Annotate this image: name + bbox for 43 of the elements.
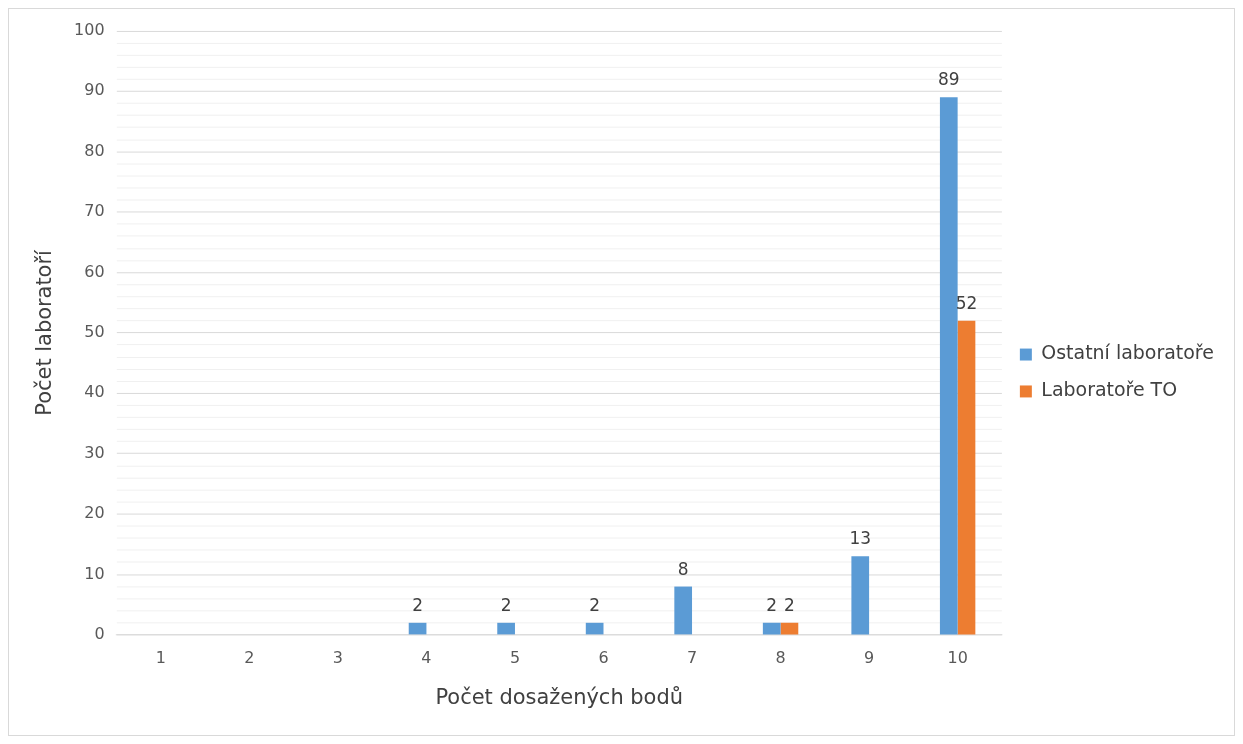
bar bbox=[957, 320, 976, 635]
x-tick-label: 3 bbox=[332, 647, 343, 667]
bar bbox=[674, 586, 693, 635]
legend-label: Ostatní laboratoře bbox=[1041, 341, 1214, 364]
data-label: 52 bbox=[955, 292, 978, 313]
data-label: 2 bbox=[500, 594, 512, 615]
y-tick-label: 90 bbox=[84, 80, 105, 100]
data-label: 2 bbox=[412, 594, 423, 615]
x-tick-label: 6 bbox=[598, 647, 609, 667]
y-tick-label: 50 bbox=[84, 322, 105, 342]
y-tick-label: 80 bbox=[84, 140, 105, 160]
bar bbox=[939, 97, 958, 635]
x-tick-label: 2 bbox=[244, 647, 255, 667]
x-tick-label: 7 bbox=[686, 647, 698, 667]
data-label: 8 bbox=[677, 558, 689, 579]
bar bbox=[780, 622, 799, 635]
legend-label: Laboratoře TO bbox=[1041, 378, 1178, 401]
x-tick-label: 5 bbox=[509, 647, 521, 667]
y-tick-label: 30 bbox=[84, 442, 105, 462]
x-tick-label: 10 bbox=[947, 647, 968, 667]
bar bbox=[497, 622, 515, 635]
x-tick-label: 9 bbox=[864, 647, 875, 667]
y-tick-label: 70 bbox=[84, 201, 105, 221]
y-tick-label: 0 bbox=[94, 624, 105, 644]
y-tick-label: 60 bbox=[84, 261, 105, 281]
x-axis-title: Počet dosažených bodů bbox=[435, 684, 684, 709]
y-tick-label: 10 bbox=[84, 563, 105, 583]
bar bbox=[585, 622, 604, 635]
y-tick-label: 40 bbox=[84, 382, 105, 402]
data-label: 2 bbox=[589, 594, 601, 615]
bar bbox=[762, 622, 781, 635]
data-label: 13 bbox=[849, 528, 872, 549]
x-tick-label: 1 bbox=[155, 647, 166, 667]
y-tick-label: 100 bbox=[74, 20, 105, 40]
y-axis-title: Počet laboratoří bbox=[31, 248, 56, 416]
data-label: 2 bbox=[784, 594, 795, 615]
bar bbox=[408, 622, 427, 635]
data-label: 2 bbox=[766, 594, 778, 615]
y-tick-label: 20 bbox=[84, 503, 105, 523]
x-tick-label: 8 bbox=[775, 647, 786, 667]
data-label: 89 bbox=[937, 69, 960, 90]
bar bbox=[851, 556, 870, 635]
x-tick-label: 4 bbox=[421, 647, 432, 667]
